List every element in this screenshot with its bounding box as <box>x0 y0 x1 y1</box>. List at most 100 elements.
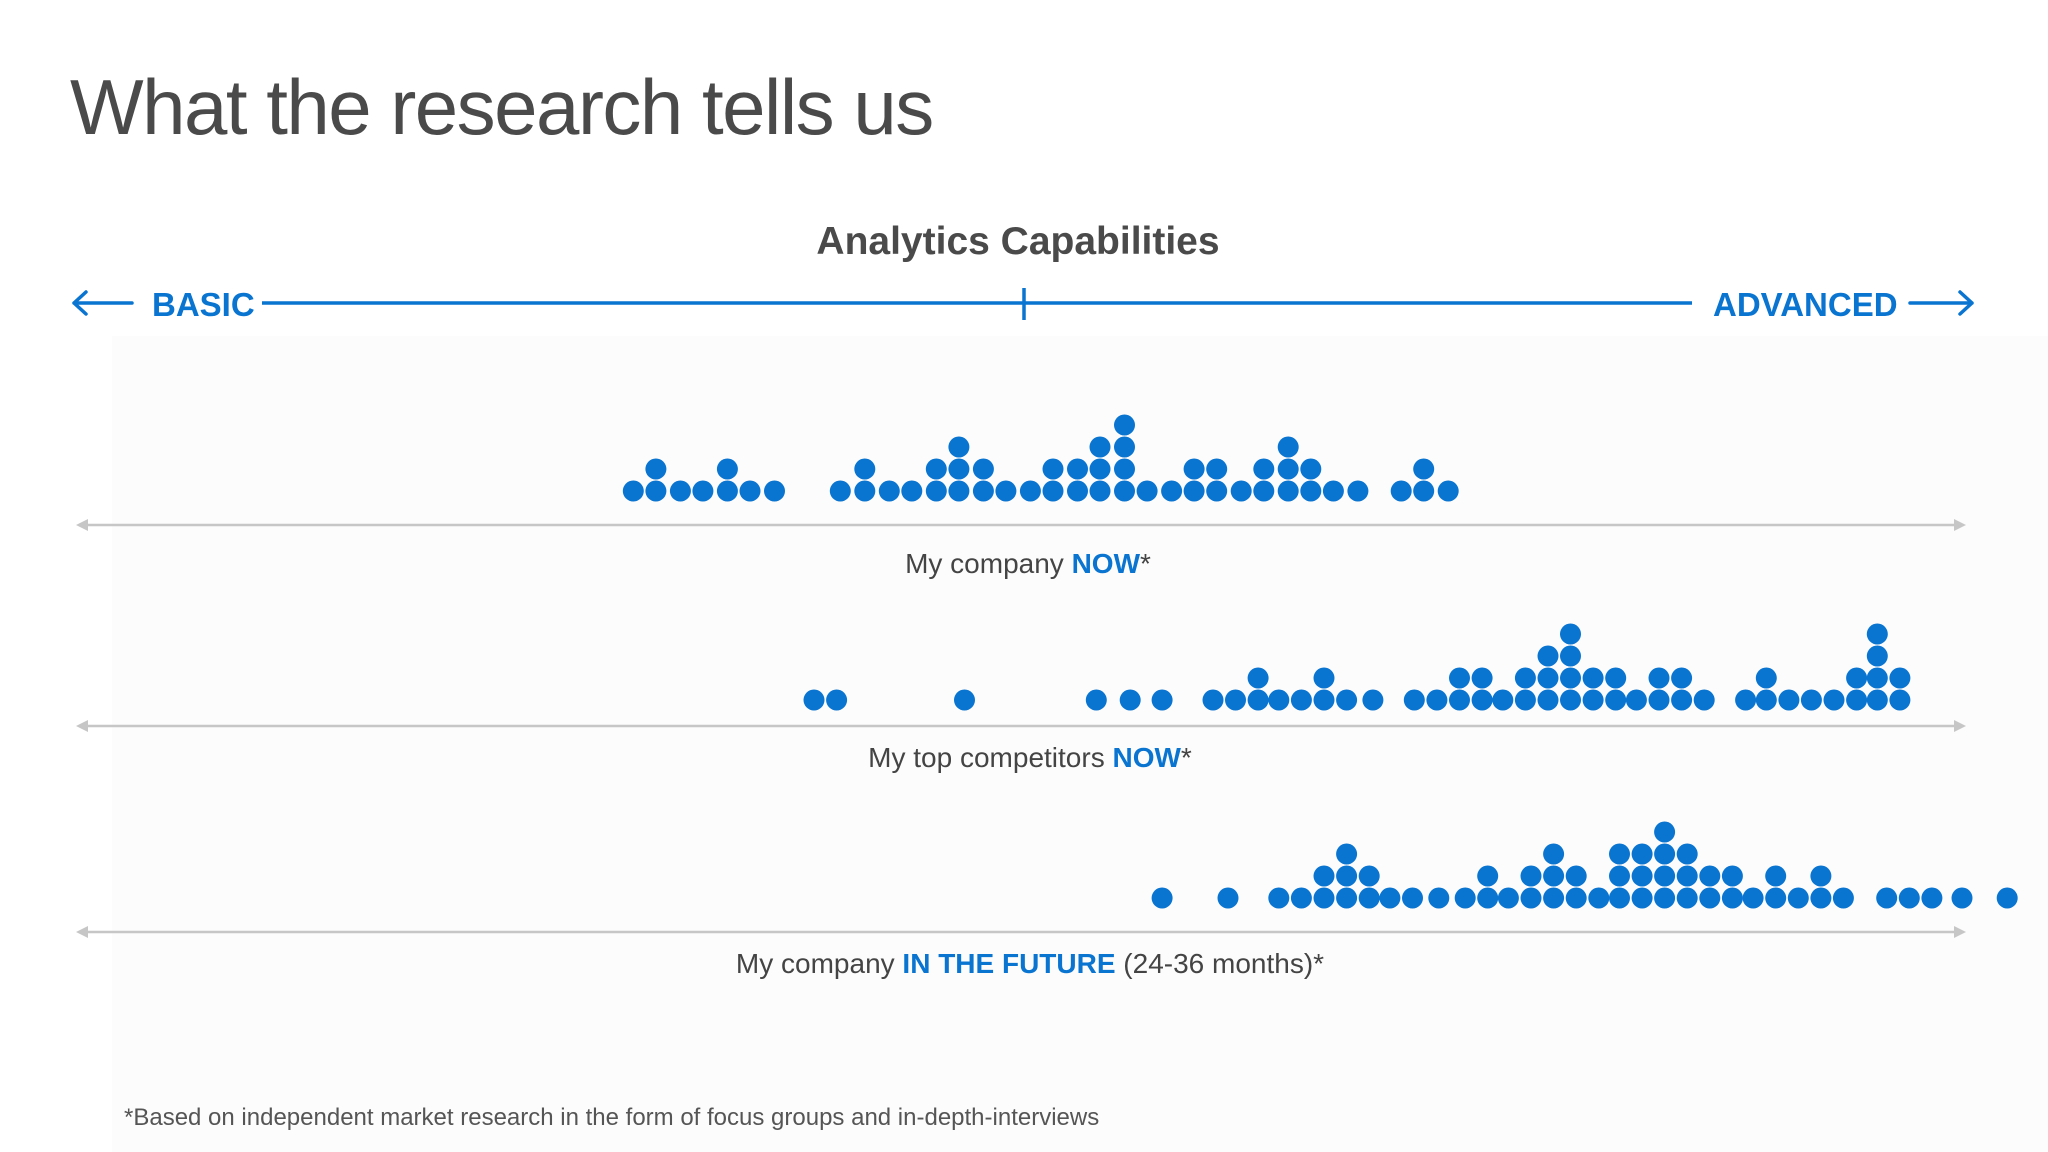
data-dot <box>1114 480 1135 502</box>
data-dot <box>1277 480 1299 502</box>
data-dot <box>1151 887 1173 909</box>
data-dot <box>925 458 947 480</box>
data-dot <box>1537 689 1559 711</box>
data-dot <box>1313 667 1335 689</box>
data-dot <box>1778 689 1800 711</box>
data-dot <box>1313 865 1335 887</box>
data-dot <box>1676 887 1698 909</box>
data-dot <box>1631 887 1653 909</box>
dot-group <box>1151 821 2018 909</box>
data-dot <box>1336 689 1358 711</box>
data-dot <box>1413 458 1435 480</box>
dot-group <box>622 414 1459 502</box>
data-dot <box>1654 887 1676 909</box>
data-dot <box>1543 843 1565 865</box>
data-dot <box>1336 865 1358 887</box>
data-dot <box>1560 689 1581 711</box>
data-dot <box>1699 865 1721 887</box>
left-arrow-icon <box>72 290 134 316</box>
data-dot <box>1537 645 1559 667</box>
data-dot <box>1921 887 1943 909</box>
data-dot <box>1721 887 1743 909</box>
data-dot <box>1449 667 1470 689</box>
data-dot <box>948 436 970 458</box>
data-dot <box>1454 887 1476 909</box>
data-dot <box>1898 887 1920 909</box>
data-dot <box>1428 887 1450 909</box>
data-dot <box>1846 689 1868 711</box>
data-dot <box>716 480 738 502</box>
data-dot <box>1114 414 1135 436</box>
data-dot <box>1089 480 1111 502</box>
data-dot <box>1336 887 1358 909</box>
data-dot <box>1449 689 1470 711</box>
data-dot <box>1268 689 1290 711</box>
data-dot <box>1699 887 1721 909</box>
row-competitors-now: My top competitors NOW* <box>76 623 1966 773</box>
data-dot <box>645 480 667 502</box>
data-dot <box>1565 887 1587 909</box>
data-dot <box>669 480 691 502</box>
data-dot <box>1253 458 1275 480</box>
data-dot <box>1413 480 1435 502</box>
data-dot <box>1514 667 1536 689</box>
data-dot <box>1631 865 1653 887</box>
data-dot <box>1322 480 1344 502</box>
data-dot <box>1183 480 1205 502</box>
advanced-label: ADVANCED <box>1713 286 1898 323</box>
data-dot <box>1067 480 1088 502</box>
data-dot <box>1582 667 1604 689</box>
data-dot <box>1520 865 1542 887</box>
capability-scale: BASIC ADVANCED <box>72 286 1974 323</box>
data-dot <box>1268 887 1290 909</box>
data-dot <box>1742 887 1764 909</box>
data-dot <box>1605 689 1627 711</box>
right-arrow-icon <box>1908 290 1974 316</box>
data-dot <box>1313 689 1335 711</box>
data-dot <box>1230 480 1252 502</box>
data-dot <box>1654 821 1676 843</box>
data-dot <box>1362 689 1384 711</box>
data-dot <box>1471 667 1493 689</box>
data-dot <box>1225 689 1246 711</box>
data-dot <box>1253 480 1275 502</box>
data-dot <box>1676 865 1698 887</box>
data-dot <box>1277 436 1299 458</box>
data-dot <box>954 689 975 711</box>
row-company-now: My company NOW* <box>76 414 1966 579</box>
data-dot <box>901 480 923 502</box>
data-dot <box>764 480 785 502</box>
data-dot <box>1866 623 1888 645</box>
page-title: What the research tells us <box>70 63 934 151</box>
data-dot <box>1067 458 1088 480</box>
data-dot <box>972 458 994 480</box>
data-dot <box>1832 887 1854 909</box>
data-dot <box>1119 689 1141 711</box>
data-dot <box>1654 865 1676 887</box>
data-dot <box>1648 689 1670 711</box>
data-dot <box>1625 689 1647 711</box>
data-dot <box>1560 667 1581 689</box>
data-dot <box>1471 689 1493 711</box>
data-dot <box>1277 458 1299 480</box>
dot-group <box>803 623 1911 711</box>
data-dot <box>716 458 738 480</box>
data-dot <box>1202 689 1224 711</box>
data-dot <box>1582 689 1604 711</box>
data-dot <box>803 689 825 711</box>
data-dot <box>1823 689 1845 711</box>
data-dot <box>1846 667 1868 689</box>
data-dot <box>1543 865 1565 887</box>
data-dot <box>1609 865 1630 887</box>
data-dot <box>1889 689 1911 711</box>
data-dot <box>645 458 667 480</box>
data-dot <box>925 480 947 502</box>
data-dot <box>1631 843 1653 865</box>
data-dot <box>1300 480 1322 502</box>
data-dot <box>1565 865 1587 887</box>
data-dot <box>995 480 1017 502</box>
data-dot <box>1089 436 1111 458</box>
data-dot <box>1876 887 1898 909</box>
data-dot <box>1347 480 1369 502</box>
